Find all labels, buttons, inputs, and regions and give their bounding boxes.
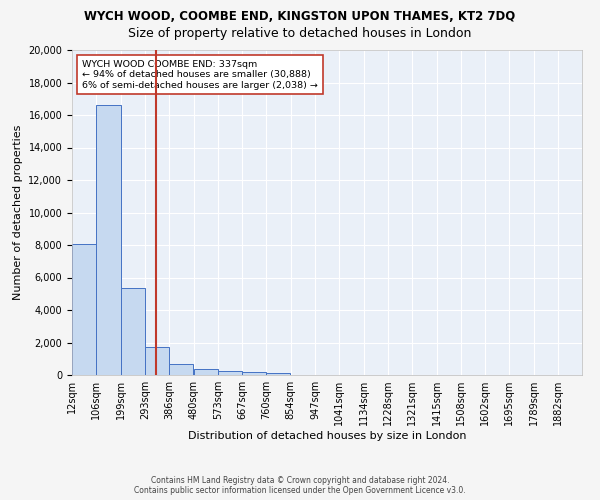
Bar	[145, 346, 169, 375]
Bar	[97, 106, 121, 375]
Bar	[242, 372, 266, 375]
Bar	[169, 364, 193, 375]
Y-axis label: Number of detached properties: Number of detached properties	[13, 125, 23, 300]
Bar	[121, 288, 145, 375]
Text: WYCH WOOD, COOMBE END, KINGSTON UPON THAMES, KT2 7DQ: WYCH WOOD, COOMBE END, KINGSTON UPON THA…	[85, 10, 515, 23]
Bar	[72, 244, 96, 375]
Text: Size of property relative to detached houses in London: Size of property relative to detached ho…	[128, 28, 472, 40]
Text: WYCH WOOD COOMBE END: 337sqm
← 94% of detached houses are smaller (30,888)
6% of: WYCH WOOD COOMBE END: 337sqm ← 94% of de…	[82, 60, 318, 90]
X-axis label: Distribution of detached houses by size in London: Distribution of detached houses by size …	[188, 431, 466, 441]
Bar	[218, 372, 242, 375]
Text: Contains HM Land Registry data © Crown copyright and database right 2024.
Contai: Contains HM Land Registry data © Crown c…	[134, 476, 466, 495]
Bar	[266, 373, 290, 375]
Bar	[194, 369, 218, 375]
